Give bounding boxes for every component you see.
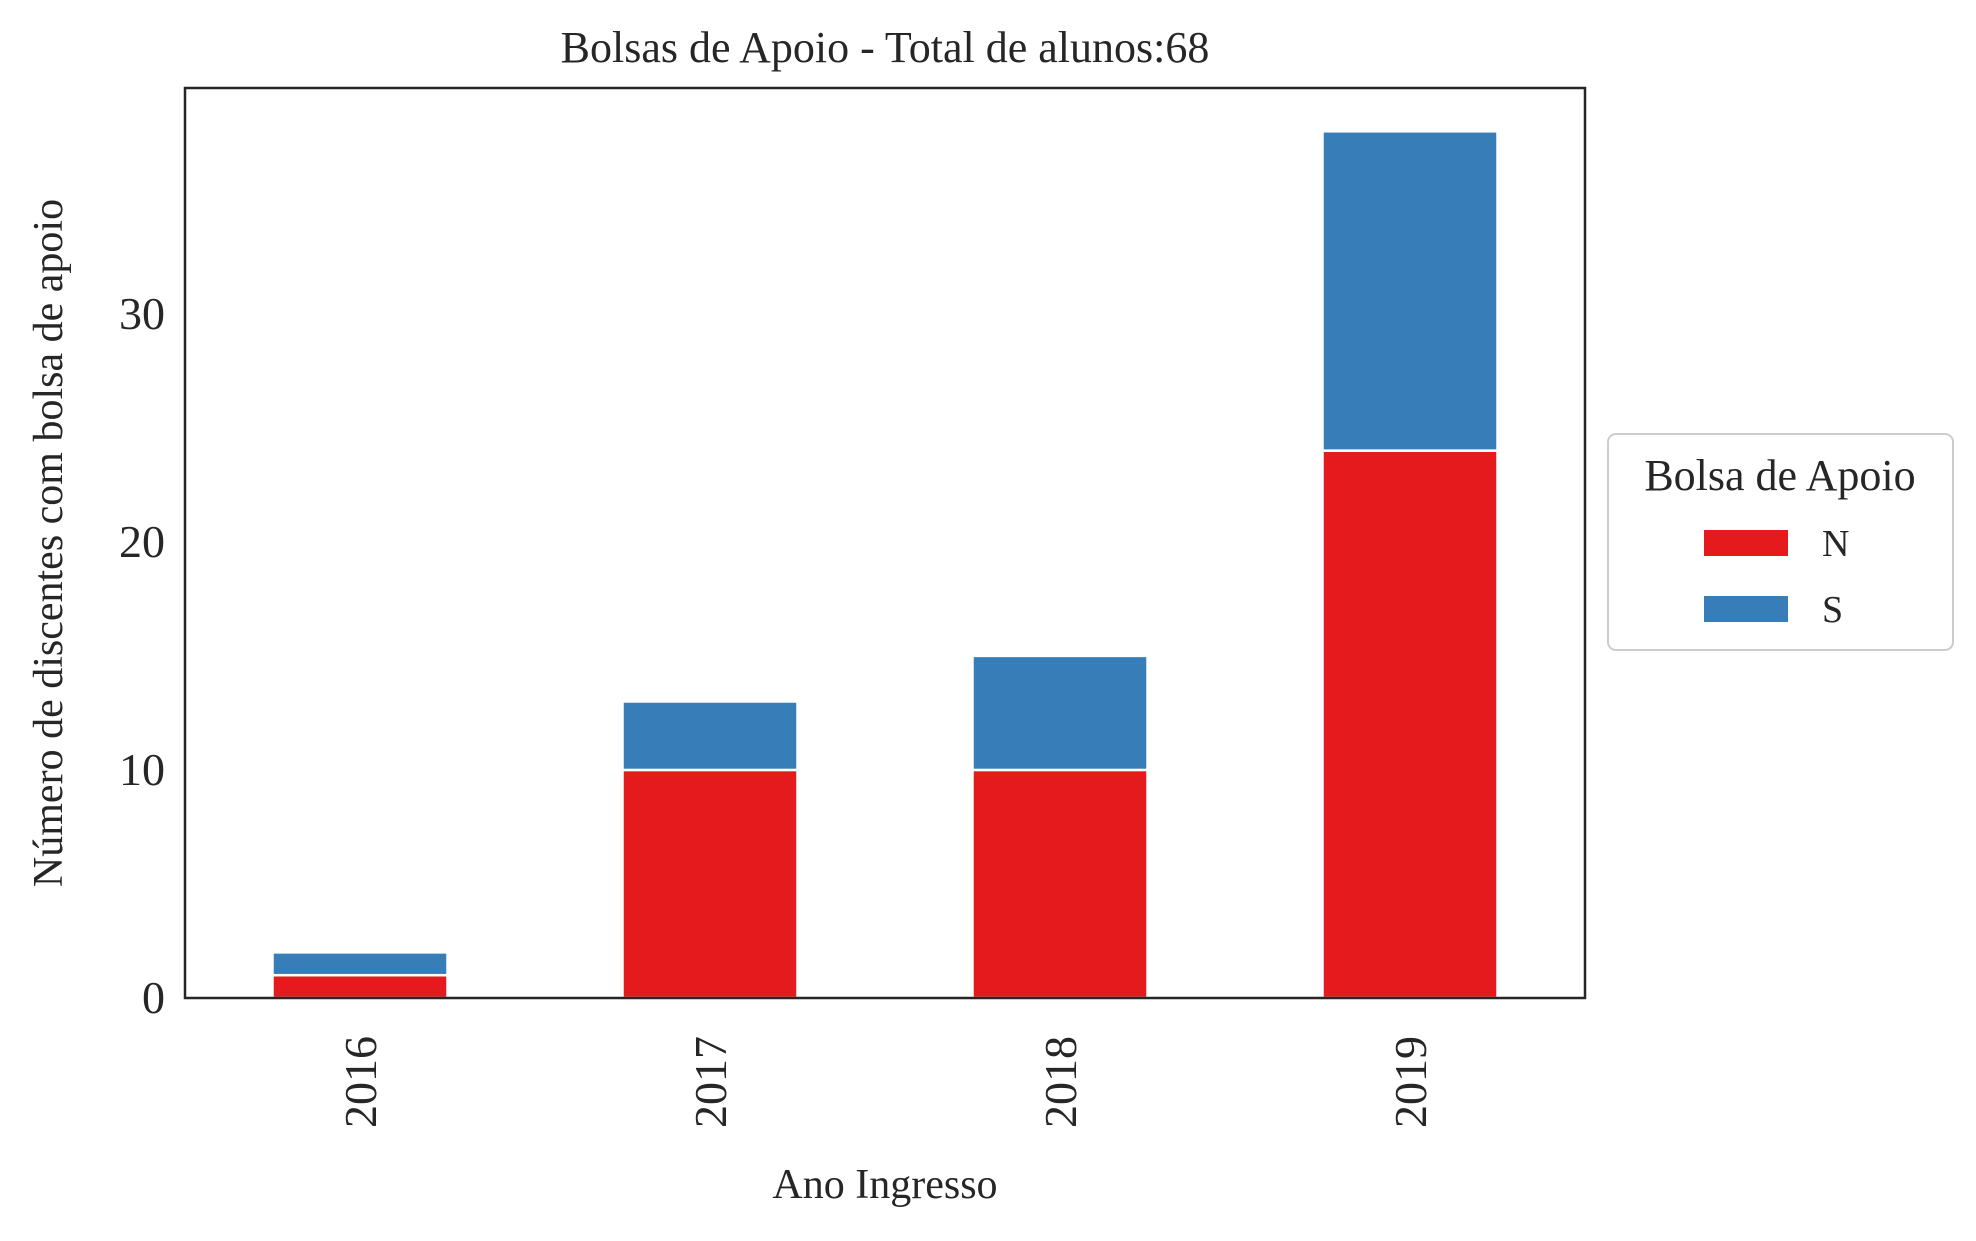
y-tick-label: 30 [119,288,165,339]
x-axis-ticks: 2016 2017 2018 2019 [335,1036,1436,1128]
legend-title: Bolsa de Apoio [1644,451,1915,500]
bar-s-2017 [621,700,799,772]
legend-swatch-s [1704,596,1788,622]
y-tick-label: 10 [119,744,165,795]
y-tick-label: 0 [142,972,165,1023]
x-axis-label: Ano Ingresso [772,1162,997,1208]
x-tick-label: 2018 [1035,1036,1086,1128]
legend-swatch-n [1704,530,1788,556]
chart-title: Bolsas de Apoio - Total de alunos:68 [561,23,1210,72]
legend: Bolsa de Apoio NS [1607,433,1954,651]
legend-label-n: N [1822,523,1849,565]
bar-n-2016 [271,973,449,1000]
x-tick-label: 2016 [335,1036,386,1128]
x-tick-label: 2017 [685,1036,736,1128]
bar-s-2018 [971,654,1149,772]
bars-layer [271,130,1499,1000]
bar-s-2019 [1321,130,1499,452]
bar-n-2018 [971,768,1149,1000]
y-tick-label: 20 [119,516,165,567]
legend-label-s: S [1822,589,1843,631]
y-axis-ticks: 0 10 20 30 [119,288,165,1023]
plot-area-frame [183,86,1587,1000]
legend-items: NS [1704,523,1849,631]
y-axis-label: Número de discentes com bolsa de apoio [26,199,72,887]
x-tick-label: 2019 [1385,1036,1436,1128]
bar-n-2019 [1321,449,1499,1000]
bar-s-2016 [271,951,449,977]
bar-n-2017 [621,768,799,1000]
